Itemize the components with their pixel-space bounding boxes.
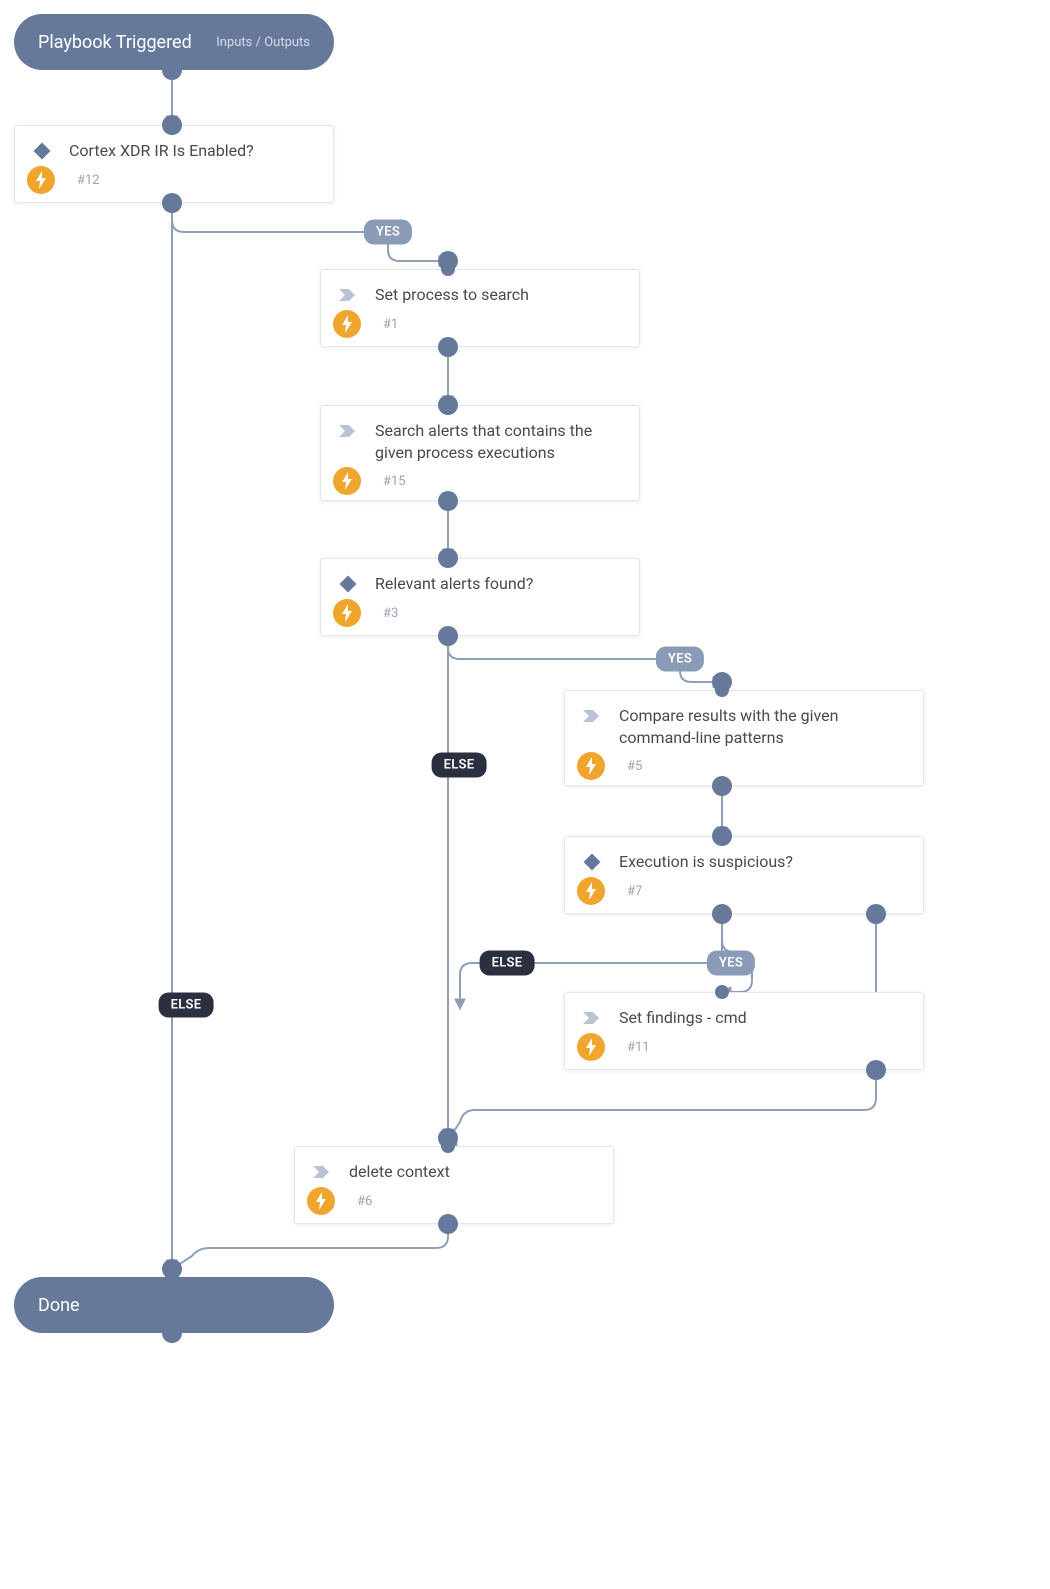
step-number: #12 bbox=[77, 173, 100, 188]
node-n11[interactable]: Set findings - cmd #11 bbox=[564, 992, 924, 1070]
lightning-icon bbox=[307, 1187, 335, 1215]
branch-label-else: ELSE bbox=[159, 993, 214, 1018]
step-number: #15 bbox=[383, 474, 406, 489]
diamond-icon bbox=[31, 140, 53, 162]
node-title: Set findings - cmd bbox=[619, 1005, 747, 1029]
connector-port bbox=[715, 985, 729, 999]
chevron-icon bbox=[311, 1161, 333, 1183]
start-subtitle: Inputs / Outputs bbox=[216, 35, 310, 50]
node-n1[interactable]: Set process to search #1 bbox=[320, 269, 640, 347]
node-title: Cortex XDR IR Is Enabled? bbox=[69, 138, 254, 162]
chevron-icon bbox=[337, 284, 359, 306]
connector-port bbox=[162, 193, 182, 213]
node-title: Relevant alerts found? bbox=[375, 571, 533, 595]
lightning-icon bbox=[577, 752, 605, 780]
connector-port bbox=[866, 1060, 886, 1080]
chevron-icon bbox=[337, 420, 359, 442]
flowchart-canvas: Playbook Triggered Inputs / Outputs Done… bbox=[0, 0, 1050, 1589]
step-number: #7 bbox=[627, 884, 642, 899]
connector-port bbox=[712, 776, 732, 796]
lightning-icon bbox=[577, 1033, 605, 1061]
connector-port bbox=[438, 626, 458, 646]
connector-port bbox=[438, 491, 458, 511]
connector-port bbox=[712, 904, 732, 924]
node-n7[interactable]: Execution is suspicious? #7 bbox=[564, 836, 924, 914]
connector-port bbox=[866, 904, 886, 924]
lightning-icon bbox=[27, 166, 55, 194]
start-title: Playbook Triggered bbox=[38, 32, 192, 53]
branch-label-yes: YES bbox=[364, 220, 412, 245]
connector-port bbox=[712, 826, 732, 846]
step-number: #6 bbox=[357, 1194, 372, 1209]
node-n5[interactable]: Compare results with the given command-l… bbox=[564, 690, 924, 786]
connector-port bbox=[162, 1323, 182, 1343]
connector-port bbox=[438, 1214, 458, 1234]
connector-port bbox=[441, 262, 455, 276]
node-title: Compare results with the given command-l… bbox=[619, 703, 907, 748]
connector-port bbox=[162, 115, 182, 135]
node-n3[interactable]: Relevant alerts found? #3 bbox=[320, 558, 640, 636]
node-n12[interactable]: Cortex XDR IR Is Enabled? #12 bbox=[14, 125, 334, 203]
diamond-icon bbox=[337, 573, 359, 595]
edges-layer bbox=[0, 0, 1050, 1589]
chevron-icon bbox=[581, 705, 603, 727]
connector-port bbox=[165, 1270, 179, 1284]
node-title: Execution is suspicious? bbox=[619, 849, 793, 873]
step-number: #1 bbox=[383, 317, 398, 332]
branch-label-else: ELSE bbox=[480, 951, 535, 976]
connector-port bbox=[162, 60, 182, 80]
diamond-icon bbox=[581, 851, 603, 873]
node-title: Search alerts that contains the given pr… bbox=[375, 418, 623, 463]
node-title: delete context bbox=[349, 1159, 450, 1183]
lightning-icon bbox=[333, 599, 361, 627]
branch-label-yes: YES bbox=[656, 647, 704, 672]
branch-label-yes: YES bbox=[707, 951, 755, 976]
step-number: #3 bbox=[383, 606, 398, 621]
node-title: Set process to search bbox=[375, 282, 529, 306]
node-n6[interactable]: delete context #6 bbox=[294, 1146, 614, 1224]
connector-port bbox=[438, 548, 458, 568]
connector-port bbox=[441, 1139, 455, 1153]
done-title: Done bbox=[38, 1295, 80, 1316]
lightning-icon bbox=[577, 877, 605, 905]
lightning-icon bbox=[333, 310, 361, 338]
connector-port bbox=[715, 683, 729, 697]
lightning-icon bbox=[333, 467, 361, 495]
connector-port bbox=[438, 395, 458, 415]
step-number: #5 bbox=[627, 759, 642, 774]
connector-port bbox=[438, 337, 458, 357]
branch-label-else: ELSE bbox=[432, 753, 487, 778]
step-number: #11 bbox=[627, 1040, 650, 1055]
chevron-icon bbox=[581, 1007, 603, 1029]
node-n15[interactable]: Search alerts that contains the given pr… bbox=[320, 405, 640, 501]
